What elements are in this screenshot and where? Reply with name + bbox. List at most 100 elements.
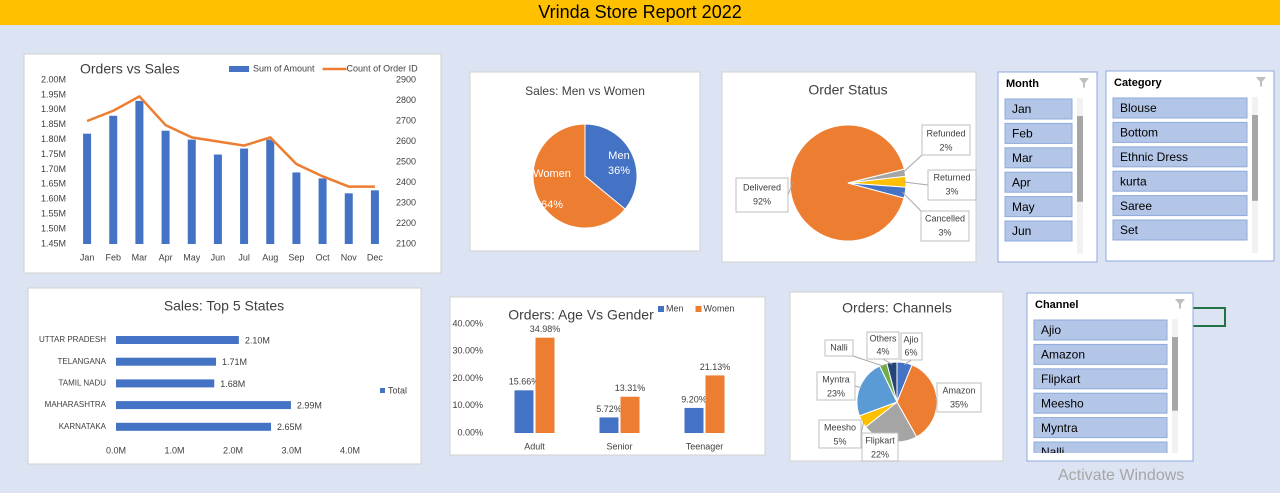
data-label-name: Others — [869, 333, 897, 343]
label-box — [824, 339, 854, 357]
y-tick-label: 1.45M — [41, 238, 66, 248]
label-box — [818, 419, 862, 449]
slicer-item-label[interactable]: Saree — [1120, 199, 1152, 213]
data-label-name: Women — [533, 168, 571, 180]
data-label-name: Myntra — [822, 374, 850, 384]
x-tick-label: Jun — [211, 252, 226, 262]
y-tick-label: 1.55M — [41, 209, 66, 219]
slicer-item-label[interactable]: Set — [1120, 223, 1139, 237]
slicer-item-label[interactable]: Nalli — [1041, 445, 1064, 459]
x-tick-label: Mar — [132, 252, 148, 262]
slicer-item[interactable] — [1112, 146, 1248, 168]
data-label: 4% — [876, 346, 889, 356]
slicer-item[interactable] — [1004, 220, 1073, 242]
slicer-item[interactable] — [1004, 122, 1073, 144]
slicer-item[interactable] — [1033, 319, 1168, 341]
data-label: 23% — [827, 388, 845, 398]
y2-tick-label: 2400 — [396, 177, 416, 187]
x-tick-label: May — [183, 252, 201, 262]
chart-panel — [27, 287, 422, 465]
scroll-thumb — [1252, 115, 1258, 201]
slicer-item[interactable] — [1033, 392, 1168, 414]
slicer-item-label[interactable]: Apr — [1012, 175, 1031, 189]
slicer-item-label[interactable]: Ethnic Dress — [1120, 150, 1188, 164]
selection-bracket — [1193, 307, 1226, 327]
watermark: Activate Windows — [1058, 467, 1184, 484]
slicer-item-label[interactable]: Mar — [1012, 151, 1033, 165]
chart-title: Orders: Age Vs Gender — [508, 307, 654, 323]
y2-tick-label: 2900 — [396, 74, 416, 84]
slicer-item-label[interactable]: Jun — [1012, 224, 1031, 238]
data-label: 22% — [871, 449, 889, 459]
slicer-item[interactable] — [1033, 343, 1168, 365]
legend-swatch — [380, 388, 385, 393]
bar — [116, 336, 239, 344]
x-tick-label: Dec — [367, 252, 384, 262]
label-box — [816, 371, 856, 401]
slicer-item[interactable] — [1004, 171, 1073, 193]
bar — [514, 390, 534, 433]
slicer-item-label[interactable]: May — [1012, 200, 1035, 214]
y-tick-label: 1.95M — [41, 89, 66, 99]
data-label: 36% — [608, 165, 630, 177]
bar — [535, 337, 555, 433]
data-label: 1.68M — [220, 379, 245, 389]
data-label: 2% — [939, 142, 952, 152]
legend-label: Sum of Amount — [253, 63, 315, 73]
slicer-item-label[interactable]: Myntra — [1041, 421, 1078, 435]
slicer-item-label[interactable]: Bottom — [1120, 126, 1158, 140]
data-label: 3% — [938, 227, 951, 237]
x-tick-label: Apr — [159, 252, 173, 262]
bar — [161, 130, 170, 244]
slicer-item[interactable] — [1112, 219, 1248, 241]
bar — [116, 401, 291, 410]
bar — [318, 178, 327, 244]
slicer-item-label[interactable]: Blouse — [1120, 101, 1157, 115]
data-label: 9.20% — [681, 394, 707, 404]
y-tick-label: 1.65M — [41, 179, 66, 189]
slicer-item-label[interactable]: Ajio — [1041, 323, 1061, 337]
slicer-item[interactable] — [1033, 441, 1168, 462]
slicer-item[interactable] — [1004, 98, 1073, 120]
data-label-name: Meesho — [824, 422, 856, 432]
slicer-item[interactable] — [1112, 195, 1248, 217]
slicer-item-label[interactable]: kurta — [1120, 174, 1147, 188]
slicer-item-label[interactable]: Flipkart — [1041, 372, 1081, 386]
slicer-item-label[interactable]: Amazon — [1041, 348, 1085, 362]
x-tick-label: Teenager — [686, 441, 724, 451]
x-tick-label: Nov — [341, 252, 358, 262]
bar — [370, 190, 379, 244]
legend-swatch — [658, 306, 664, 312]
slicer-item[interactable] — [1004, 147, 1073, 169]
slicer-items: Blouse Bottom Ethnic Dress kurta Saree Set — [1112, 97, 1248, 241]
scroll-thumb — [1077, 116, 1083, 202]
y2-tick-label: 2600 — [396, 136, 416, 146]
slicer-item[interactable] — [1033, 417, 1168, 439]
label-box — [927, 169, 977, 201]
x-tick-label: Jul — [238, 252, 250, 262]
filter-icon — [1256, 77, 1266, 87]
y2-tick-label: 2200 — [396, 218, 416, 228]
label-box — [735, 177, 789, 213]
y-tick-label: 10.00% — [452, 400, 483, 410]
data-label: 35% — [950, 399, 968, 409]
label-box — [900, 332, 923, 361]
slicer-item[interactable] — [1004, 196, 1073, 218]
data-label-name: Refunded — [926, 128, 965, 138]
slicer-item-label[interactable]: Jan — [1012, 102, 1031, 116]
leader-line — [901, 154, 923, 174]
slicer-title: Month — [1006, 78, 1039, 90]
slicer-item[interactable] — [1112, 121, 1248, 143]
slicer-title: Category — [1114, 77, 1163, 89]
chart-title: Order Status — [808, 82, 887, 98]
slicer-item[interactable] — [1112, 97, 1248, 119]
slicer-item[interactable] — [1033, 368, 1168, 390]
pie-slice — [584, 123, 638, 210]
slicer-item-label[interactable]: Meesho — [1041, 396, 1084, 410]
leader-line — [903, 359, 912, 366]
slicer-items: Ajio Amazon Flipkart Meesho Myntra Nalli — [1033, 319, 1168, 462]
chart-title: Sales: Men vs Women — [525, 84, 645, 98]
y2-tick-label: 2500 — [396, 156, 416, 166]
slicer-item-label[interactable]: Feb — [1012, 127, 1033, 141]
slicer-item[interactable] — [1112, 170, 1248, 192]
